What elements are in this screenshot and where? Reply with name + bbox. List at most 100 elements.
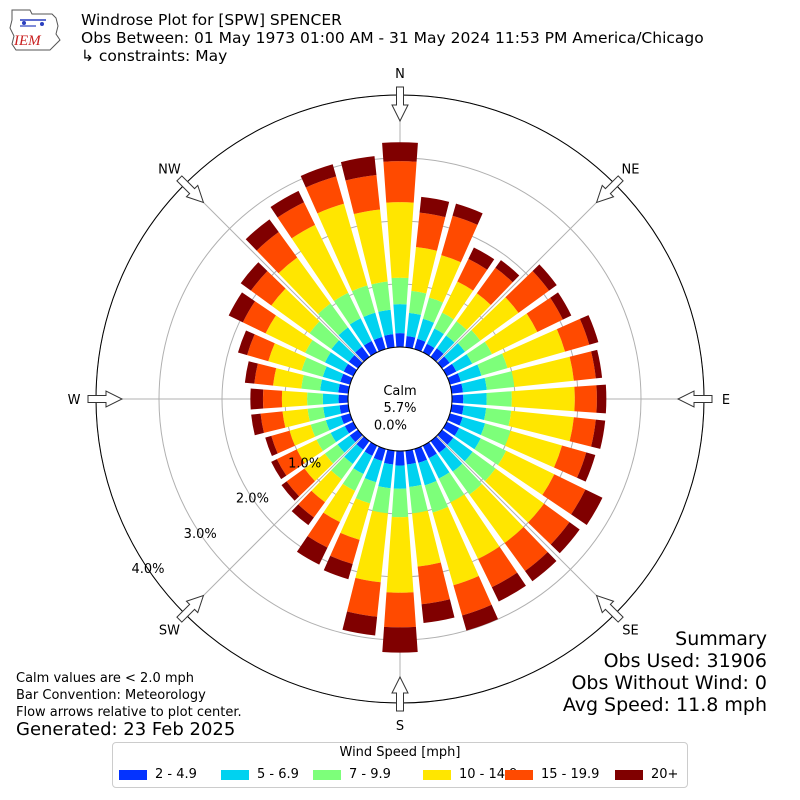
wind-bar-segment xyxy=(528,503,570,545)
wind-bar-segment xyxy=(300,164,337,188)
legend-item: 20+ xyxy=(615,767,678,782)
wind-bar-segment xyxy=(331,340,355,362)
wind-bar-segment xyxy=(542,474,586,515)
wind-bar-segment xyxy=(276,449,305,476)
wind-bar-segment xyxy=(406,312,421,338)
wind-bar-segment xyxy=(317,203,368,292)
wind-bar-segment xyxy=(505,430,563,468)
wind-bar-segment xyxy=(337,435,356,453)
wind-bar-segment xyxy=(351,285,376,317)
wind-bar-segment xyxy=(576,452,596,482)
wind-bar-segment xyxy=(271,430,295,454)
wind-bar-segment xyxy=(305,176,344,214)
direction-label: NW xyxy=(158,162,181,177)
wind-bar-segment xyxy=(504,527,548,572)
wind-bar-segment xyxy=(307,512,340,548)
wind-bar-segment xyxy=(320,379,340,393)
wind-bar-segment xyxy=(422,442,437,459)
wind-bar-segment xyxy=(454,427,481,450)
direction-label: SW xyxy=(159,624,180,639)
wind-bar-segment xyxy=(340,498,371,540)
wind-bar-segment xyxy=(282,408,310,428)
direction-label: S xyxy=(396,719,404,734)
calm-note: Calm values are < 2.0 mph xyxy=(16,671,195,686)
wind-bar-segment xyxy=(323,483,356,523)
wind-bar-segment xyxy=(333,292,361,325)
wind-bar-segment xyxy=(469,483,524,544)
wind-bar-segment xyxy=(424,481,449,513)
legend: Wind Speed [mph] 2 - 4.9 5 - 6.9 7 - 9.9 10… xyxy=(112,742,688,788)
wind-bar-segment xyxy=(330,425,350,443)
wind-bar-segment xyxy=(391,277,409,305)
wind-bar-segment xyxy=(323,405,341,418)
wind-bar-segment xyxy=(414,338,426,352)
wind-bar-segment xyxy=(456,293,491,330)
direction-label: N xyxy=(395,67,405,82)
wind-bar-segment xyxy=(340,413,353,424)
wind-bar-segment xyxy=(457,258,488,291)
wind-bar-segment xyxy=(281,390,308,408)
flow-arrow-icon xyxy=(595,175,624,204)
wind-bar-segment xyxy=(291,504,314,526)
wind-bar-segment xyxy=(443,421,460,436)
grid-spoke xyxy=(436,183,616,363)
wind-bar-segment xyxy=(422,343,435,356)
wind-bar-segment xyxy=(511,356,574,387)
wind-bar-segment xyxy=(247,334,275,362)
wind-bar-segment xyxy=(378,462,394,489)
wind-bar-segment xyxy=(386,516,414,593)
wind-bar-segment xyxy=(553,445,587,478)
summary-obs-used: Obs Used: 31906 xyxy=(603,650,767,672)
wind-bar-segment xyxy=(291,224,349,302)
calm-value: 5.7% xyxy=(383,401,416,416)
wind-bar-segment xyxy=(476,267,513,305)
summary-title: Summary xyxy=(675,628,767,650)
wind-bar-segment xyxy=(524,551,557,582)
wind-bar-segment xyxy=(301,357,327,377)
wind-bar-segment xyxy=(484,313,538,355)
legend-swatch xyxy=(615,769,643,780)
legend-item: 5 - 6.9 xyxy=(221,767,299,782)
wind-bar-segment xyxy=(237,330,255,356)
grid-spoke xyxy=(436,435,616,615)
wind-bar-segment xyxy=(418,459,437,486)
wind-bar-segment xyxy=(569,351,596,381)
wind-bar-segment xyxy=(411,247,437,294)
grid-spoke xyxy=(184,183,364,363)
wind-bar-segment xyxy=(419,196,450,218)
wind-bar-segment xyxy=(251,413,264,436)
wind-bar-segment xyxy=(508,410,574,442)
legend-swatch xyxy=(505,769,533,780)
wind-bar-segment xyxy=(309,321,340,350)
wind-bar-segment xyxy=(305,339,331,363)
wind-bar-segment xyxy=(466,341,493,364)
wind-bar-segment xyxy=(432,506,479,586)
wind-bar-segment xyxy=(447,373,461,385)
wind-bar-segment xyxy=(442,281,474,320)
wind-bar-segment xyxy=(384,592,416,628)
wind-bar-segment xyxy=(409,290,427,315)
wind-bar-segment xyxy=(342,611,378,636)
legend-item: 15 - 19.9 xyxy=(505,767,599,782)
wind-bar-segment xyxy=(486,391,512,407)
wind-bar-segment xyxy=(462,405,487,420)
wind-bar-segment xyxy=(356,436,370,450)
wind-bar-segment xyxy=(355,510,388,583)
legend-swatch xyxy=(423,769,451,780)
wind-bar-segment xyxy=(338,327,363,353)
wind-bar-segment xyxy=(338,383,350,394)
wind-bar-segment xyxy=(273,368,304,389)
wind-bar-segment xyxy=(526,297,563,333)
wind-bar-segment xyxy=(438,472,465,503)
wind-bar-segment xyxy=(344,444,364,465)
wind-bar-segment xyxy=(409,484,428,514)
wind-bar-segment xyxy=(349,429,363,443)
wind-bar-segment xyxy=(426,328,444,349)
wind-bar-segment xyxy=(270,190,305,218)
wind-bar-segment xyxy=(462,604,499,631)
wind-bar-segment xyxy=(495,260,520,283)
flow-arrow-icon xyxy=(176,594,205,623)
wind-bar-segment xyxy=(364,458,383,483)
wind-bar-segment xyxy=(444,343,466,363)
direction-label: NE xyxy=(622,162,640,177)
